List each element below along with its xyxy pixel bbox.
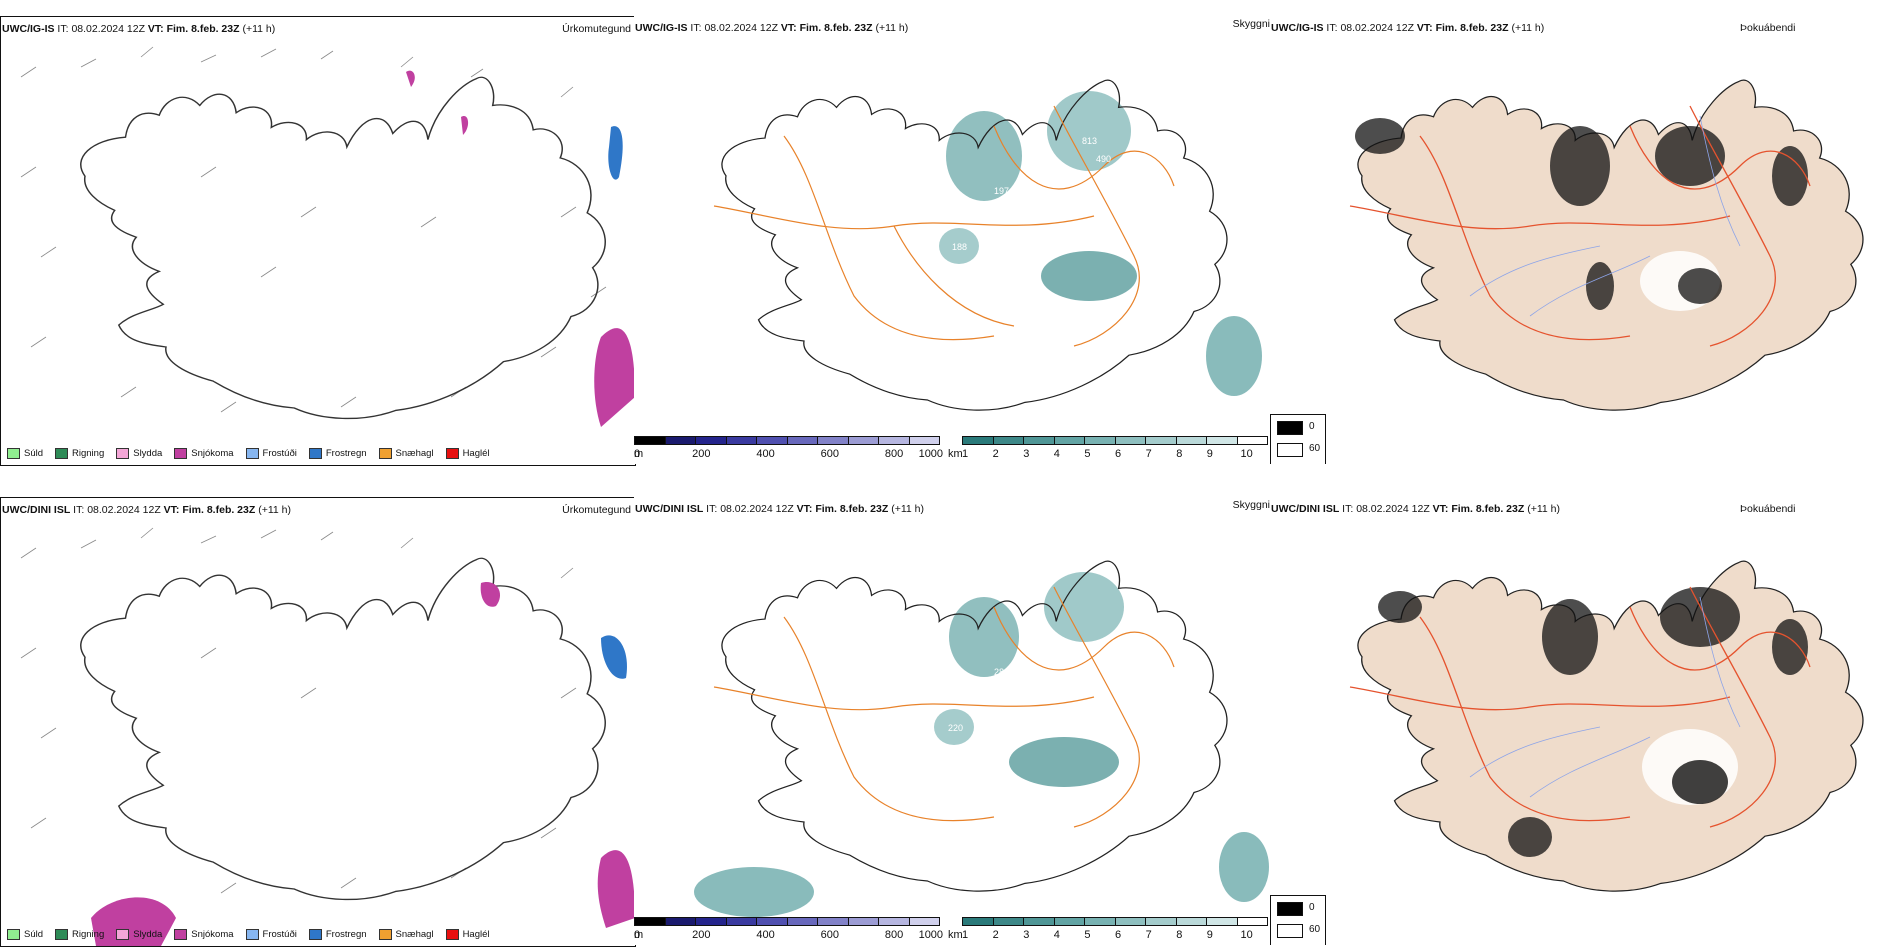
colorbar-cell — [1237, 918, 1267, 925]
panel-header: UWC/DINI ISL IT: 08.02.2024 12Z VT: Fim.… — [1271, 503, 1560, 515]
legend-item: Rigning — [55, 447, 104, 459]
colorbar-cell — [818, 918, 849, 925]
cloudbase-label: 280 — [994, 667, 1009, 677]
visibility-map: 280 220 16 — [694, 560, 1269, 917]
cloudbase-label: 813 — [1082, 136, 1097, 146]
colorbar-cell — [726, 437, 757, 444]
colorbar-cell — [963, 918, 994, 925]
panel-title: Þokuábendi — [1740, 503, 1796, 515]
colorbar-cell — [1237, 437, 1267, 444]
panel-header: UWC/DINI ISL IT: 08.02.2024 12Z VT: Fim.… — [635, 503, 924, 515]
colorbar-cell — [726, 918, 757, 925]
legend-item: Haglél — [445, 447, 490, 459]
colorbar-cell — [1146, 918, 1177, 925]
cloudbase-colorbar: 0 200 400 600 800 1000 m — [634, 917, 943, 945]
colorbar-cell — [993, 437, 1024, 444]
legend-item: Rigning — [55, 928, 104, 940]
panel-title: Þokuábendi — [1740, 22, 1796, 34]
panel-title: Skyggni — [1232, 18, 1270, 30]
precip-legend: Súld Rigning Slydda Snjókoma Frostúði Fr… — [1, 441, 635, 465]
colorbar-cell — [963, 437, 994, 444]
cloudbase-label: 16 — [934, 805, 944, 815]
colorbar-cell — [635, 437, 666, 444]
colorbar-cell — [665, 918, 696, 925]
fog-panel-top: UWC/IG-IS IT: 08.02.2024 12Z VT: Fim. 8.… — [1270, 16, 1900, 464]
colorbar-cell — [879, 437, 910, 444]
colorbar-cell — [696, 918, 727, 925]
fog-map — [1349, 560, 1864, 892]
precip-map — [20, 46, 635, 427]
legend-item: Frostúði — [245, 928, 297, 940]
cloudbase-label: 197 — [994, 186, 1009, 196]
colorbar-cell — [1024, 437, 1055, 444]
legend-item: Slydda — [116, 928, 162, 940]
colorbar-cell — [1054, 918, 1085, 925]
precip-map — [20, 527, 635, 946]
legend-item: Snæhagl — [378, 928, 434, 940]
legend-item: Snjókoma — [174, 447, 234, 459]
colorbar-cell — [1115, 918, 1146, 925]
fog-key: 0 60 — [1270, 895, 1326, 945]
legend-item: Súld — [7, 447, 43, 459]
visibility-colorbar: 1 2 3 4 5 6 7 8 9 10 km — [948, 917, 1268, 945]
colorbar-cell — [848, 918, 879, 925]
legend-item: Slydda — [116, 447, 162, 459]
colorbar-cell — [696, 437, 727, 444]
visibility-map: 813 490 197 188 — [713, 79, 1262, 411]
colorbar-cell — [1207, 437, 1238, 444]
fog-panel-bottom: UWC/DINI ISL IT: 08.02.2024 12Z VT: Fim.… — [1270, 497, 1900, 945]
colorbar-cell — [1085, 918, 1116, 925]
colorbar-cell — [1146, 437, 1177, 444]
colorbar-cell — [909, 918, 939, 925]
panel-title: Úrkomutegund — [562, 23, 631, 35]
colorbar-cell — [909, 437, 939, 444]
legend-item: Frostregn — [308, 928, 367, 940]
legend-item: Súld — [7, 928, 43, 940]
visibility-colorbar: 1 2 3 4 5 6 7 8 9 10 km — [948, 436, 1268, 464]
colorbar-cell — [787, 437, 818, 444]
colorbar-cell — [1054, 437, 1085, 444]
colorbar-cell — [787, 918, 818, 925]
colorbar-cell — [757, 437, 788, 444]
legend-item: Snæhagl — [378, 447, 434, 459]
panel-title: Skyggni — [1232, 499, 1270, 511]
cloudbase-label: 490 — [1096, 154, 1111, 164]
colorbar-cell — [818, 437, 849, 444]
colorbar-cell — [993, 918, 1024, 925]
visibility-panel-top: UWC/IG-IS IT: 08.02.2024 12Z VT: Fim. 8.… — [634, 16, 1270, 464]
cloudbase-label: 188 — [952, 242, 967, 252]
legend-item: Haglél — [445, 928, 490, 940]
legend-item: Snjókoma — [174, 928, 234, 940]
colorbar-cell — [848, 437, 879, 444]
panel-header: UWC/IG-IS IT: 08.02.2024 12Z VT: Fim. 8.… — [635, 22, 909, 34]
colorbar-cell — [879, 918, 910, 925]
colorbar-cell — [1085, 437, 1116, 444]
precip-type-panel-bottom: UWC/DINI ISL IT: 08.02.2024 12Z VT: Fim.… — [0, 497, 636, 947]
cloudbase-label: 220 — [948, 723, 963, 733]
colorbar-cell — [757, 918, 788, 925]
fog-key: 0 60 — [1270, 414, 1326, 464]
colorbar-cell — [665, 437, 696, 444]
colorbar-cell — [1115, 437, 1146, 444]
legend-item: Frostúði — [245, 447, 297, 459]
legend-item: Frostregn — [308, 447, 367, 459]
colorbar-cell — [1207, 918, 1238, 925]
colorbar-cell — [1176, 437, 1207, 444]
precip-type-panel-top: UWC/IG-IS IT: 08.02.2024 12Z VT: Fim. 8.… — [0, 16, 636, 466]
visibility-panel-bottom: UWC/DINI ISL IT: 08.02.2024 12Z VT: Fim.… — [634, 497, 1270, 945]
precip-legend: Súld Rigning Slydda Snjókoma Frostúði Fr… — [1, 922, 635, 946]
colorbar-cell — [635, 918, 666, 925]
panel-title: Úrkomutegund — [562, 504, 631, 516]
cloudbase-colorbar: 0 200 400 600 800 1000 m — [634, 436, 943, 464]
colorbar-cell — [1024, 918, 1055, 925]
panel-header: UWC/IG-IS IT: 08.02.2024 12Z VT: Fim. 8.… — [1271, 22, 1545, 34]
fog-map — [1349, 79, 1864, 411]
panel-header: UWC/DINI ISL IT: 08.02.2024 12Z VT: Fim.… — [2, 504, 291, 516]
colorbar-cell — [1176, 918, 1207, 925]
panel-header: UWC/IG-IS IT: 08.02.2024 12Z VT: Fim. 8.… — [2, 23, 276, 35]
